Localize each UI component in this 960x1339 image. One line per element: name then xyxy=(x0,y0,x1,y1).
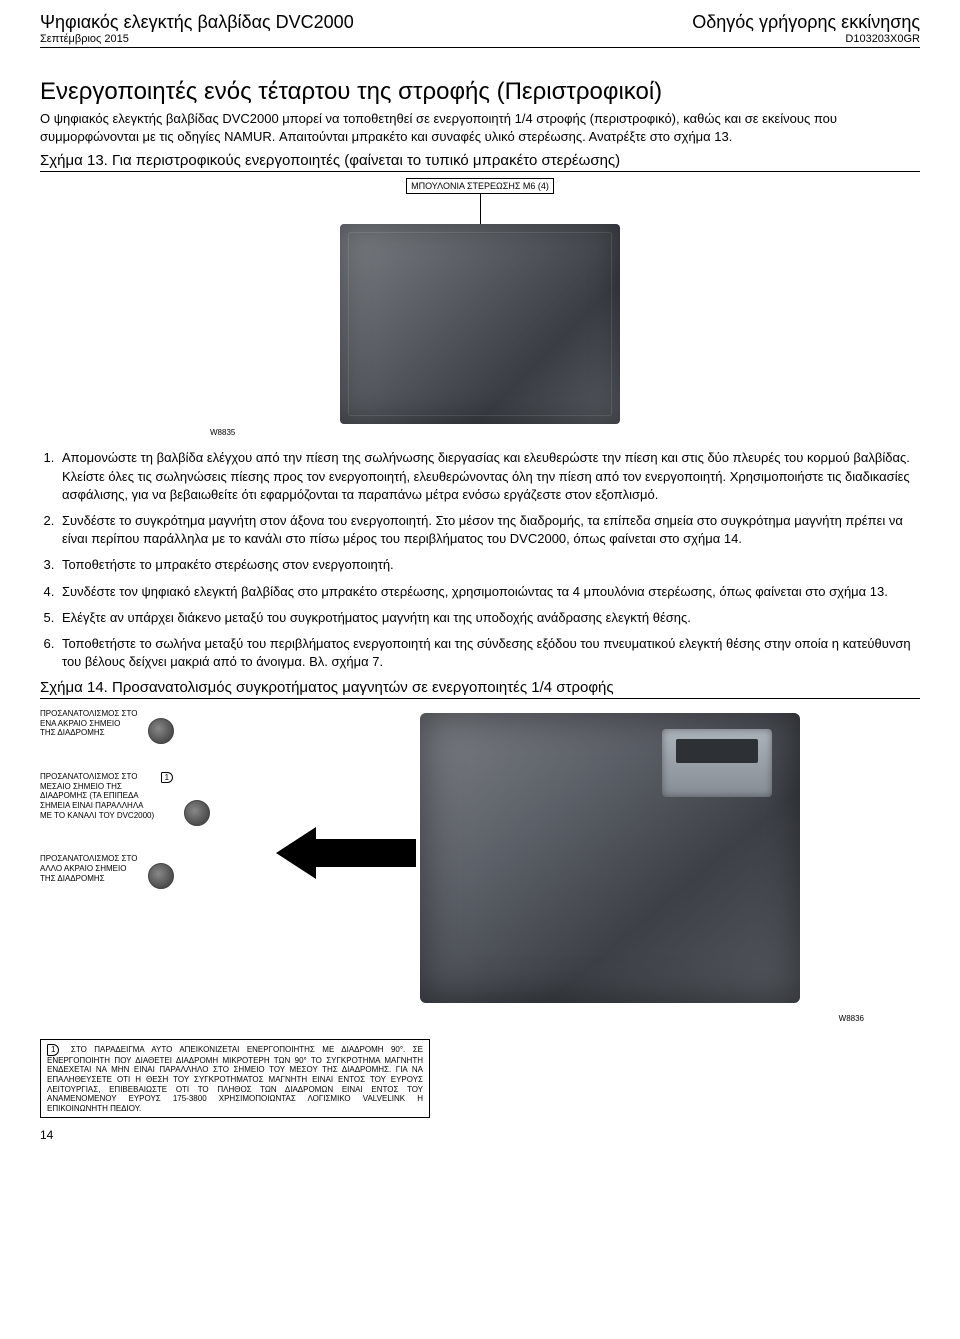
step-2: Συνδέστε το συγκρότημα μαγνήτη στον άξον… xyxy=(58,512,920,548)
figure-14: ΠΡΟΣΑΝΑΤΟΛΙΣΜΟΣ ΣΤΟ ΕΝΑ ΑΚΡΑΙΟ ΣΗΜΕΙΟ ΤΗ… xyxy=(40,705,920,1025)
orientation-1-label: ΠΡΟΣΑΝΑΤΟΛΙΣΜΟΣ ΣΤΟ ΕΝΑ ΑΚΡΑΙΟ ΣΗΜΕΙΟ ΤΗ… xyxy=(40,709,137,738)
footnote-badge: 1 xyxy=(161,772,173,783)
page-number: 14 xyxy=(40,1128,920,1142)
section-heading: Ενεργοποιητές ενός τέταρτου της στροφής … xyxy=(40,78,920,106)
footnote-text: ΣΤΟ ΠΑΡΑΔΕΙΓΜΑ ΑΥΤΟ ΑΠΕΙΚΟΝΙΖΕΤΑΙ ΕΝΕΡΓΟ… xyxy=(47,1045,423,1113)
callout-line xyxy=(480,194,481,224)
magnet-icon xyxy=(148,718,174,744)
figure-14-footnote: 1 ΣΤΟ ΠΑΡΑΔΕΙΓΜΑ ΑΥΤΟ ΑΠΕΙΚΟΝΙΖΕΤΑΙ ΕΝΕΡ… xyxy=(40,1039,430,1118)
orientation-3: ΠΡΟΣΑΝΑΤΟΛΙΣΜΟΣ ΣΤΟ ΑΛΛΟ ΑΚΡΑΙΟ ΣΗΜΕΙΟ Τ… xyxy=(40,854,300,889)
doc-date: Σεπτέμβριος 2015 xyxy=(40,33,354,45)
magnet-icon xyxy=(148,863,174,889)
doc-title-left: Ψηφιακός ελεγκτής βαλβίδας DVC2000 xyxy=(40,12,354,33)
device-screen xyxy=(662,729,772,797)
device-image-13 xyxy=(340,224,620,424)
step-4: Συνδέστε τον ψηφιακό ελεγκτή βαλβίδας στ… xyxy=(58,583,920,601)
intro-paragraph: Ο ψηφιακός ελεγκτής βαλβίδας DVC2000 μπο… xyxy=(40,110,920,146)
footnote-lead-badge: 1 xyxy=(47,1044,59,1056)
orientation-2: ΠΡΟΣΑΝΑΤΟΛΙΣΜΟΣ ΣΤΟ ΜΕΣΑΙΟ ΣΗΜΕΙΟ ΤΗΣ ΔΙ… xyxy=(40,772,300,826)
steps-list: Απομονώστε τη βαλβίδα ελέγχου από την πί… xyxy=(58,449,920,671)
figure-14-code: W8836 xyxy=(839,1014,864,1023)
orientation-3-label: ΠΡΟΣΑΝΑΤΟΛΙΣΜΟΣ ΣΤΟ ΑΛΛΟ ΑΚΡΑΙΟ ΣΗΜΕΙΟ Τ… xyxy=(40,854,137,883)
step-5: Ελέγξτε αν υπάρχει διάκενο μεταξύ του συ… xyxy=(58,609,920,627)
figure-13-callout: ΜΠΟΥΛΟΝΙΑ ΣΤΕΡΕΩΣΗΣ M6 (4) xyxy=(406,178,554,194)
doc-title-right: Οδηγός γρήγορης εκκίνησης xyxy=(692,12,920,33)
header-left: Ψηφιακός ελεγκτής βαλβίδας DVC2000 Σεπτέ… xyxy=(40,12,354,45)
step-1: Απομονώστε τη βαλβίδα ελέγχου από την πί… xyxy=(58,449,920,504)
orientation-1: ΠΡΟΣΑΝΑΤΟΛΙΣΜΟΣ ΣΤΟ ΕΝΑ ΑΚΡΑΙΟ ΣΗΜΕΙΟ ΤΗ… xyxy=(40,709,300,744)
device-image-14 xyxy=(420,713,800,1003)
figure-14-title: Σχήμα 14. Προσανατολισμός συγκροτήματος … xyxy=(40,679,920,699)
page-header: Ψηφιακός ελεγκτής βαλβίδας DVC2000 Σεπτέ… xyxy=(40,12,920,48)
figure-14-labels: ΠΡΟΣΑΝΑΤΟΛΙΣΜΟΣ ΣΤΟ ΕΝΑ ΑΚΡΑΙΟ ΣΗΜΕΙΟ ΤΗ… xyxy=(40,705,300,1025)
arrow-icon xyxy=(276,827,416,879)
figure-13: ΜΠΟΥΛΟΝΙΑ ΣΤΕΡΕΩΣΗΣ M6 (4) W8835 xyxy=(40,178,920,437)
magnet-icon xyxy=(184,800,210,826)
doc-code: D103203X0GR xyxy=(692,33,920,45)
header-right: Οδηγός γρήγορης εκκίνησης D103203X0GR xyxy=(692,12,920,45)
orientation-2-label: ΠΡΟΣΑΝΑΤΟΛΙΣΜΟΣ ΣΤΟ ΜΕΣΑΙΟ ΣΗΜΕΙΟ ΤΗΣ ΔΙ… xyxy=(40,772,154,820)
step-3: Τοποθετήστε το μπρακέτο στερέωσης στον ε… xyxy=(58,556,920,574)
figure-13-title: Σχήμα 13. Για περιστροφικούς ενεργοποιητ… xyxy=(40,152,920,172)
figure-13-code: W8835 xyxy=(210,428,235,437)
step-6: Τοποθετήστε το σωλήνα μεταξύ του περιβλή… xyxy=(58,635,920,671)
